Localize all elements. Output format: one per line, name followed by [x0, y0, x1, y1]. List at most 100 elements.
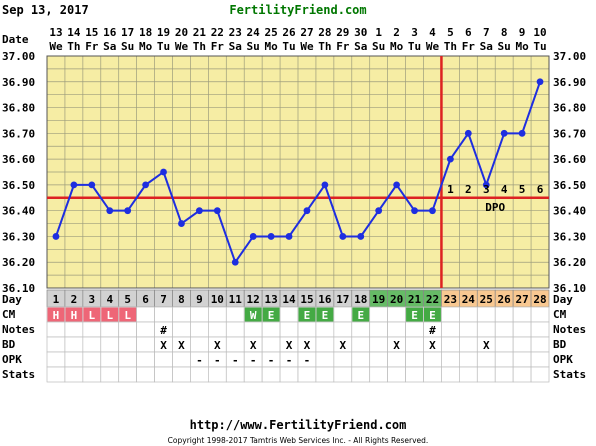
row-cell	[441, 306, 460, 323]
date-tick-label: 9	[519, 26, 526, 39]
row-cell	[136, 336, 155, 353]
site-title: FertilityFriend.com	[229, 3, 366, 17]
row-cell	[351, 336, 371, 353]
day-number-label: 15	[300, 293, 313, 306]
row-cell	[118, 336, 137, 353]
temperature-point	[267, 233, 275, 240]
row-cell	[261, 321, 281, 338]
temperature-point	[339, 233, 347, 240]
day-number-label: 1	[53, 293, 60, 306]
row-cell	[423, 366, 442, 383]
row-cell	[172, 366, 191, 383]
y-tick-label-right: 36.70	[553, 127, 586, 140]
row-cell	[190, 306, 209, 323]
weekday-tick-label: Fr	[462, 40, 476, 53]
row-cell	[64, 366, 84, 383]
chart-date-label: Sep 13, 2017	[2, 3, 89, 17]
cm-value: L	[89, 309, 96, 322]
y-tick-label-left: 36.50	[2, 179, 35, 192]
opk-mark: -	[250, 354, 257, 367]
y-tick-label-right: 36.80	[553, 102, 586, 115]
day-number-label: 12	[247, 293, 260, 306]
row-cell	[64, 321, 84, 338]
row-cell	[297, 366, 317, 383]
temperature-point	[231, 258, 239, 266]
date-tick-label: 22	[211, 26, 224, 39]
date-tick-label: 15	[85, 26, 98, 39]
row-cell	[136, 366, 155, 383]
day-number-label: 8	[178, 293, 185, 306]
row-cell	[118, 366, 137, 383]
day-number-label: 20	[390, 293, 403, 306]
weekday-tick-label: Mo	[264, 40, 278, 53]
row-cell	[333, 366, 353, 383]
day-number-label: 11	[229, 293, 243, 306]
row-cell	[441, 336, 460, 353]
bd-mark: X	[304, 339, 311, 352]
rows-layer: Day Day CM CM Notes Notes BD BD OPK OPK Stats Stats…	[2, 289, 586, 383]
bd-mark: X	[429, 339, 436, 352]
y-tick-label-left: 36.80	[2, 102, 35, 115]
cm-value: E	[357, 309, 364, 322]
weekday-tick-label: Su	[247, 40, 260, 53]
row-cell	[136, 351, 155, 368]
row-cell	[64, 351, 84, 368]
row-cell	[387, 321, 406, 338]
y-tick-label-left: 36.70	[2, 127, 35, 140]
dpo-number-label: 4	[501, 183, 508, 196]
temperature-point	[411, 207, 418, 215]
y-tick-label-left: 36.90	[2, 76, 35, 89]
row-cell	[441, 351, 460, 368]
cm-cell	[101, 307, 119, 322]
row-cell	[279, 321, 299, 338]
date-tick-label: 10	[533, 26, 546, 39]
row-cell	[369, 366, 388, 383]
bd-mark: X	[483, 339, 490, 352]
cm-value: H	[53, 309, 60, 322]
cm-cell	[424, 307, 441, 322]
weekday-tick-label: Sa	[229, 40, 242, 53]
row-label-day-right: Day	[553, 293, 573, 306]
row-cell	[225, 306, 245, 323]
row-cell	[82, 351, 102, 368]
temperature-point	[375, 207, 383, 215]
row-cell	[315, 351, 335, 368]
row-cell	[459, 351, 478, 368]
date-tick-label: 26	[282, 26, 296, 39]
temperature-point	[536, 78, 544, 86]
date-tick-label: 1	[375, 26, 382, 39]
date-tick-label: 29	[336, 26, 349, 39]
row-cell	[512, 366, 532, 383]
row-cell	[82, 321, 102, 338]
bd-mark: X	[286, 339, 293, 352]
date-tick-label: 16	[103, 26, 117, 39]
day-number-label: 24	[462, 293, 476, 306]
grid-layer: 36.10 36.10 36.20 36.20 36.30 36.30 36.40 36.40…	[2, 26, 586, 295]
cm-cell	[352, 307, 370, 322]
weekday-tick-label: Su	[121, 40, 134, 53]
weekday-tick-label: Th	[67, 40, 80, 53]
weekday-tick-label: Sa	[354, 40, 367, 53]
weekday-tick-label: Sa	[103, 40, 116, 53]
cm-cell	[406, 307, 423, 322]
row-cell	[100, 366, 120, 383]
y-tick-label-right: 36.90	[553, 76, 586, 89]
temperature-point	[142, 181, 150, 189]
day-number-label: 5	[124, 293, 131, 306]
row-cell	[136, 321, 155, 338]
day-number-label: 7	[160, 293, 167, 306]
notes-mark: #	[160, 324, 167, 337]
row-cell	[190, 321, 209, 338]
dpo-number-label: 1	[447, 183, 454, 196]
row-cell	[154, 366, 173, 383]
day-number-label: 22	[426, 293, 439, 306]
row-cell	[494, 336, 514, 353]
weekday-tick-label: Mo	[390, 40, 404, 53]
row-label-cm-right: CM	[553, 308, 567, 321]
bd-mark: X	[214, 339, 221, 352]
row-label-date: Date	[2, 33, 29, 46]
footer-url[interactable]: http://www.FertilityFriend.com	[190, 418, 407, 432]
opk-mark: -	[304, 354, 311, 367]
date-tick-label: 23	[229, 26, 242, 39]
day-number-label: 9	[196, 293, 203, 306]
